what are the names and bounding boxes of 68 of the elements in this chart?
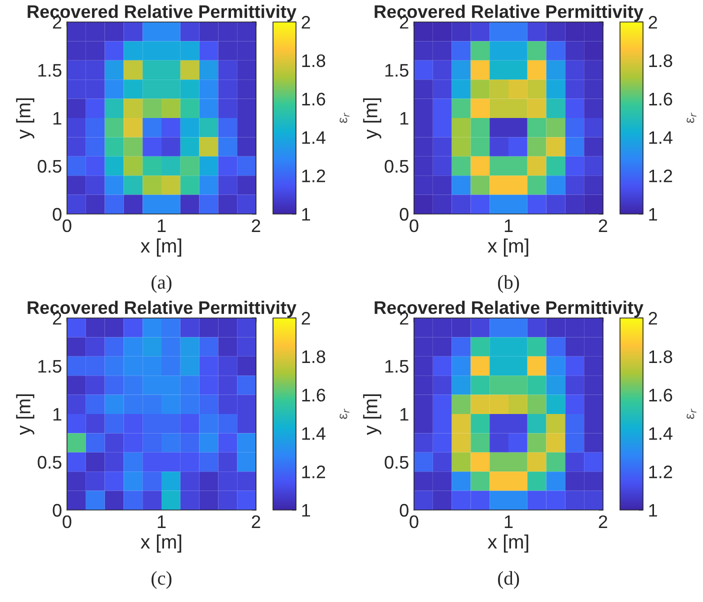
x-tick-label: 1 [158,516,166,528]
color-bar-label: 2 [302,16,310,29]
color-bar-label: 2 [648,16,657,29]
x-tick-label: 0 [62,515,72,528]
x-tick-label: 2 [252,515,260,528]
y-axis-title: y [m] [16,394,34,436]
y-tick-label: 1.5 [38,360,62,373]
x-tick-label: 1 [504,516,513,528]
color-bar-label: 2 [302,312,310,325]
x-tick-label: 0 [410,515,418,528]
x-tick-label: 0 [410,219,418,232]
y-tick-label: 1 [53,112,62,125]
y-tick-label: 0 [400,208,408,221]
color-bar-label: 1.4 [649,427,672,440]
color-bar-label: 1.6 [649,388,672,402]
color-bar-title: ε$_{r}$ [686,112,696,123]
x-axis-title: x [m] [140,534,182,553]
y-tick-label: 0.5 [38,456,62,469]
y-tick-label: 0 [52,208,62,221]
x-tick-label: 1 [504,220,513,232]
color-bar-label: 1.6 [649,92,672,106]
x-axis-title: x [m] [488,534,528,553]
y-tick-label: 1 [400,408,408,421]
color-bar-label: 1.8 [649,54,672,68]
y-tick-label: 0.5 [384,160,408,173]
color-bar-label: 1.6 [302,388,326,402]
color-bar-label: 1.2 [302,170,326,182]
y-tick-label: 1.5 [385,64,408,77]
x-tick-label: 2 [252,219,260,232]
color-bar-label: 1.8 [649,350,672,364]
color-bar-label: 1.4 [302,131,326,144]
color-bar-label: 1 [649,208,658,221]
text: (d) [498,571,519,589]
x-tick-label: 2 [598,515,608,528]
y-tick-label: 1 [53,408,62,421]
color-bar-label: 1.2 [302,466,326,478]
color-bar-label: 1 [302,208,310,221]
y-axis-title: y [m] [363,394,382,436]
y-tick-label: 0 [52,504,62,517]
color-bar-label: 2 [648,312,657,325]
y-tick-label: 0 [400,504,408,517]
color-bar-label: 1.2 [649,170,672,182]
y-axis-title: y [m] [16,98,34,140]
color-bar-title: ε$_{r}$ [686,408,696,419]
color-bar-title: ε$_{r}$ [340,112,350,123]
x-tick-label: 0 [62,219,72,232]
x-tick-label: 1 [158,220,166,232]
color-bar-label: 1 [302,504,310,517]
y-tick-label: 0.5 [384,456,408,469]
color-bar-label: 1.4 [302,427,326,440]
color-bar-label: 1.4 [649,131,672,144]
x-axis-title: x [m] [488,238,528,257]
color-bar-label: 1 [649,504,658,517]
y-axis-title: y [m] [363,98,382,140]
y-tick-label: 1.5 [38,64,62,77]
y-tick-label: 1.5 [385,360,408,373]
x-tick-label: 2 [598,219,608,232]
color-bar-title: ε$_{r}$ [340,408,350,419]
text: (c) [152,571,172,589]
color-bar-label: 1.2 [649,466,672,478]
y-tick-label: 0.5 [38,160,62,173]
y-tick-label: 1 [400,112,408,125]
color-bar-label: 1.6 [302,92,326,106]
x-axis-title: x [m] [140,238,182,257]
color-bar-label: 1.8 [302,54,326,68]
text: (b) [498,275,519,293]
color-bar-label: 1.8 [302,350,326,364]
text: (a) [152,275,172,293]
